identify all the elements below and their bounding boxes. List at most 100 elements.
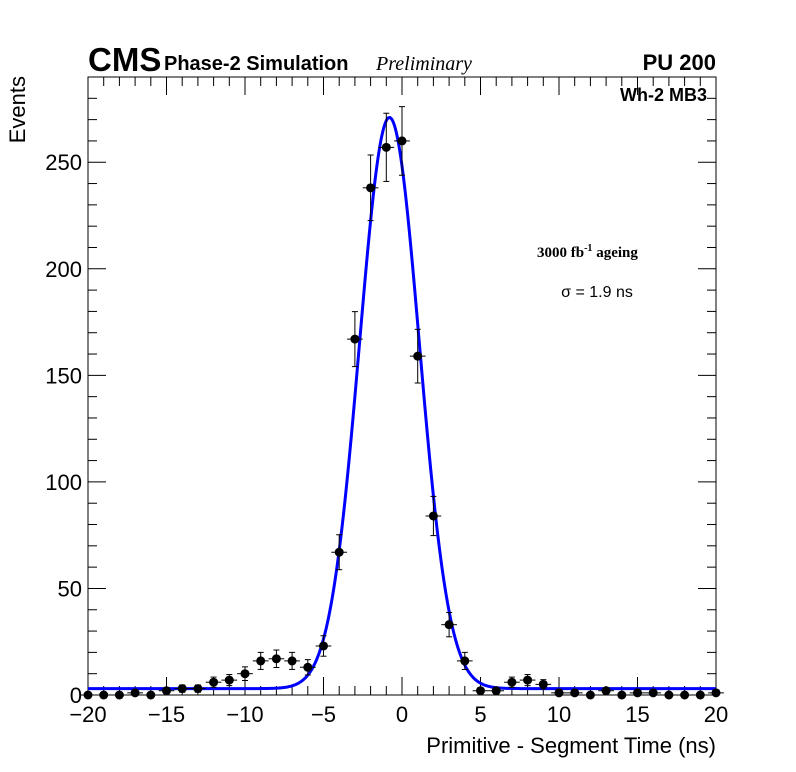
data-marker <box>507 677 517 687</box>
data-marker <box>99 690 109 700</box>
data-point <box>95 690 112 700</box>
data-point <box>629 688 646 698</box>
data-point <box>331 534 348 571</box>
data-point <box>708 688 724 698</box>
data-point <box>613 690 630 700</box>
data-point <box>111 690 128 700</box>
data-marker <box>554 688 564 698</box>
data-marker <box>319 641 328 651</box>
preliminary-label: Preliminary <box>375 53 472 75</box>
x-tick-label: −20 <box>69 702 106 727</box>
data-point <box>519 674 536 687</box>
data-marker <box>240 669 250 679</box>
data-marker <box>224 675 234 685</box>
data-marker <box>381 142 391 152</box>
ageing-tail-text: ageing <box>592 245 638 261</box>
y-axis-label: Events <box>5 76 30 143</box>
data-marker <box>460 656 470 666</box>
data-point <box>645 688 662 698</box>
data-point <box>299 659 316 676</box>
data-point <box>566 688 583 698</box>
data-point <box>190 684 206 694</box>
data-marker <box>617 690 627 700</box>
x-tick-label: −5 <box>311 702 336 727</box>
fit-layer <box>88 115 716 691</box>
data-marker <box>601 686 611 696</box>
data-point <box>409 328 426 384</box>
data-marker <box>633 688 642 698</box>
y-tick-label: 0 <box>70 683 82 708</box>
cms-label: CMS <box>88 41 161 78</box>
data-marker <box>413 351 423 361</box>
data-marker <box>350 334 360 344</box>
data-point <box>347 311 363 368</box>
data-point <box>205 676 222 688</box>
data-marker <box>83 690 93 700</box>
region-label: Wh-2 MB3 <box>620 85 707 105</box>
data-point <box>174 684 191 694</box>
phase2-simulation-label: Phase-2 Simulation <box>164 53 349 75</box>
data-point <box>378 112 395 182</box>
data-marker <box>538 679 548 689</box>
y-tick-label: 150 <box>45 363 82 388</box>
x-tick-label: 15 <box>625 702 649 727</box>
data-point <box>551 688 567 698</box>
data-point <box>237 666 253 682</box>
data-point <box>142 690 159 700</box>
x-axis-label: Primitive - Segment Time (ns) <box>426 733 716 758</box>
data-point <box>535 679 552 690</box>
data-marker <box>585 690 595 700</box>
y-tick-label: 250 <box>45 150 82 175</box>
data-point <box>284 651 300 670</box>
x-tick-label: 0 <box>396 702 408 727</box>
data-point <box>252 651 269 670</box>
data-point <box>676 690 693 700</box>
y-axis-ticks: 0 50 100 150 200 250 <box>45 76 716 708</box>
data-marker <box>680 690 690 700</box>
data-point <box>158 686 175 696</box>
x-axis-ticks: −20 −15 −10 −5 0 5 10 15 20 <box>69 77 728 727</box>
data-marker <box>193 684 203 694</box>
pileup-label: PU 200 <box>643 50 716 75</box>
data-marker <box>287 656 297 666</box>
data-marker <box>209 677 219 687</box>
data-point <box>394 106 410 176</box>
data-point <box>315 635 332 657</box>
x-tick-label: −15 <box>148 702 185 727</box>
data-point <box>80 690 96 700</box>
data-point <box>504 676 520 688</box>
data-marker <box>256 656 266 666</box>
ageing-superscript: -1 <box>584 243 592 254</box>
data-point <box>221 674 238 687</box>
data-marker <box>334 547 344 557</box>
data-point <box>598 686 614 696</box>
data-marker <box>711 688 721 698</box>
data-point <box>425 495 442 537</box>
data-point <box>127 688 143 698</box>
y-tick-label: 100 <box>45 470 82 495</box>
data-marker <box>695 690 705 700</box>
ageing-main-text: 3000 fb <box>537 245 584 261</box>
data-points <box>80 106 724 700</box>
data-marker <box>271 654 281 664</box>
y-tick-label: 50 <box>58 576 82 601</box>
data-marker <box>523 675 533 685</box>
data-point <box>661 690 677 700</box>
data-point <box>582 690 599 700</box>
data-marker <box>366 183 376 193</box>
x-tick-label: −10 <box>226 702 263 727</box>
data-marker <box>303 662 313 672</box>
data-marker <box>570 688 580 698</box>
data-point <box>456 651 473 670</box>
data-marker <box>444 620 454 630</box>
data-point <box>488 686 505 696</box>
data-point <box>472 686 489 696</box>
data-marker <box>491 686 501 696</box>
data-marker <box>162 686 171 696</box>
data-marker <box>648 688 658 698</box>
x-tick-label: 5 <box>474 702 486 727</box>
sigma-label: σ = 1.9 ns <box>561 284 633 301</box>
y-tick-label: 200 <box>45 257 82 282</box>
data-marker <box>114 690 124 700</box>
